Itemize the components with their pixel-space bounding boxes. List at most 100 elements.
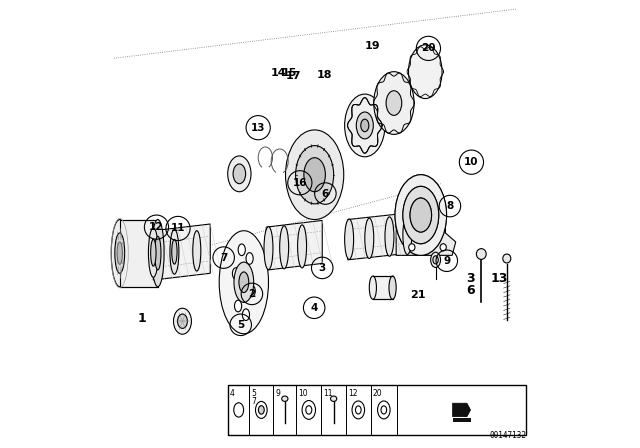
Text: 11: 11: [323, 389, 333, 398]
Ellipse shape: [386, 90, 402, 115]
Ellipse shape: [193, 231, 201, 271]
Ellipse shape: [403, 215, 412, 254]
Bar: [452, 418, 470, 422]
Ellipse shape: [150, 239, 156, 266]
Ellipse shape: [440, 244, 446, 251]
Ellipse shape: [233, 164, 246, 184]
Ellipse shape: [234, 403, 244, 417]
Ellipse shape: [173, 308, 191, 334]
Polygon shape: [452, 403, 470, 417]
Ellipse shape: [344, 219, 354, 259]
Polygon shape: [266, 220, 323, 270]
Ellipse shape: [355, 406, 361, 414]
Ellipse shape: [403, 186, 439, 244]
Ellipse shape: [302, 401, 316, 419]
Ellipse shape: [361, 119, 369, 132]
Ellipse shape: [282, 396, 288, 401]
Ellipse shape: [259, 406, 264, 414]
Ellipse shape: [170, 229, 179, 274]
Text: 19: 19: [365, 41, 381, 51]
Polygon shape: [348, 213, 410, 260]
Ellipse shape: [248, 285, 255, 297]
Ellipse shape: [177, 314, 188, 328]
Polygon shape: [396, 215, 456, 255]
Ellipse shape: [503, 254, 511, 263]
Ellipse shape: [117, 242, 122, 264]
Ellipse shape: [155, 237, 161, 270]
Ellipse shape: [385, 217, 394, 256]
Bar: [373, 276, 392, 299]
Text: 13: 13: [251, 123, 266, 133]
Text: 12: 12: [149, 222, 164, 232]
Text: 11: 11: [171, 224, 185, 233]
Text: 10: 10: [464, 157, 479, 167]
Ellipse shape: [280, 226, 289, 269]
Text: 15: 15: [282, 68, 297, 78]
Text: 20: 20: [372, 389, 382, 398]
Ellipse shape: [228, 156, 251, 192]
Text: 3: 3: [467, 272, 476, 285]
Text: 20: 20: [421, 43, 436, 53]
Ellipse shape: [255, 401, 267, 418]
Text: 1: 1: [138, 311, 146, 325]
Ellipse shape: [234, 262, 253, 302]
Text: 5
7: 5 7: [251, 389, 256, 406]
Bar: [228, 385, 526, 435]
Ellipse shape: [285, 130, 344, 220]
Text: 17: 17: [285, 71, 301, 81]
Ellipse shape: [330, 396, 337, 401]
Text: 13: 13: [490, 272, 508, 285]
Ellipse shape: [378, 401, 390, 419]
Text: 9: 9: [275, 389, 280, 398]
Ellipse shape: [220, 231, 269, 334]
Ellipse shape: [395, 175, 447, 255]
Text: 18: 18: [317, 70, 332, 80]
Text: 6: 6: [322, 189, 329, 198]
Ellipse shape: [403, 186, 439, 244]
Text: 00147132: 00147132: [490, 431, 527, 440]
Ellipse shape: [395, 175, 447, 255]
Ellipse shape: [389, 276, 396, 299]
Text: 8: 8: [446, 201, 454, 211]
Text: 7: 7: [220, 253, 227, 263]
Text: 21: 21: [410, 290, 426, 300]
Ellipse shape: [409, 244, 415, 251]
Ellipse shape: [148, 228, 158, 277]
Ellipse shape: [234, 300, 242, 312]
Ellipse shape: [374, 72, 414, 134]
Text: 16: 16: [292, 178, 307, 188]
Ellipse shape: [239, 272, 249, 293]
Ellipse shape: [410, 198, 431, 232]
Bar: [120, 220, 158, 287]
Ellipse shape: [264, 227, 273, 270]
Ellipse shape: [304, 158, 325, 192]
Ellipse shape: [365, 218, 374, 258]
Text: 3: 3: [319, 263, 326, 273]
Ellipse shape: [410, 198, 431, 232]
Text: 14: 14: [271, 68, 286, 78]
Ellipse shape: [356, 112, 373, 139]
Text: 10: 10: [298, 389, 308, 398]
Ellipse shape: [298, 225, 307, 268]
Ellipse shape: [243, 309, 250, 320]
Ellipse shape: [111, 220, 128, 287]
Ellipse shape: [344, 94, 385, 157]
Ellipse shape: [433, 256, 438, 264]
Text: 5: 5: [237, 320, 244, 330]
Ellipse shape: [369, 276, 376, 299]
Text: 2: 2: [248, 289, 255, 299]
Ellipse shape: [352, 401, 365, 419]
Polygon shape: [154, 224, 210, 280]
Ellipse shape: [115, 233, 125, 273]
Ellipse shape: [172, 240, 177, 264]
Ellipse shape: [306, 406, 312, 414]
Text: 4: 4: [310, 303, 318, 313]
Ellipse shape: [431, 252, 440, 267]
Ellipse shape: [238, 244, 245, 256]
Ellipse shape: [296, 146, 333, 204]
Text: 6: 6: [467, 284, 476, 297]
Ellipse shape: [232, 268, 239, 280]
Ellipse shape: [152, 220, 164, 287]
Ellipse shape: [408, 45, 442, 99]
Ellipse shape: [381, 406, 387, 414]
